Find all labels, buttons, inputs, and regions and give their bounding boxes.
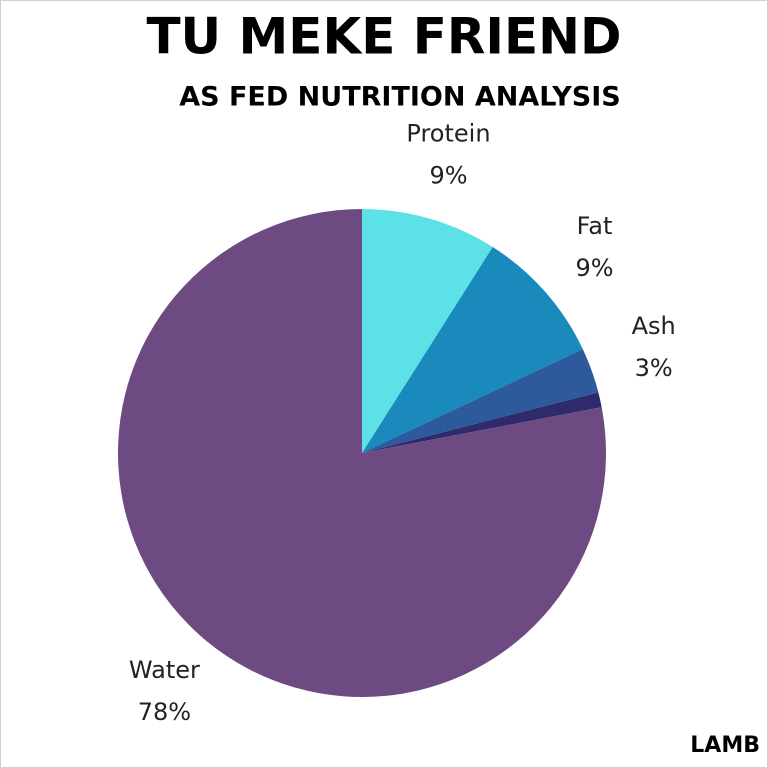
value-label: 3% (635, 354, 673, 382)
chart-subtitle: AS FED NUTRITION ANALYSIS (179, 82, 621, 113)
value-label: 78% (138, 698, 191, 726)
pie-slice (362, 209, 493, 453)
chart-title: TU MEKE FRIEND (146, 8, 621, 66)
pie-slice (117, 209, 606, 697)
pie-slice (362, 246, 583, 453)
slice-label: Water (129, 656, 200, 684)
pie-slice (362, 349, 599, 453)
slice-label: Protein (406, 119, 490, 147)
footnote: LAMB (690, 733, 760, 758)
slice-label: Ash (632, 312, 676, 340)
value-label: 9% (575, 254, 613, 282)
slice-label: Fat (577, 212, 613, 240)
value-label: 9% (429, 161, 467, 189)
pie-slice (362, 392, 602, 453)
